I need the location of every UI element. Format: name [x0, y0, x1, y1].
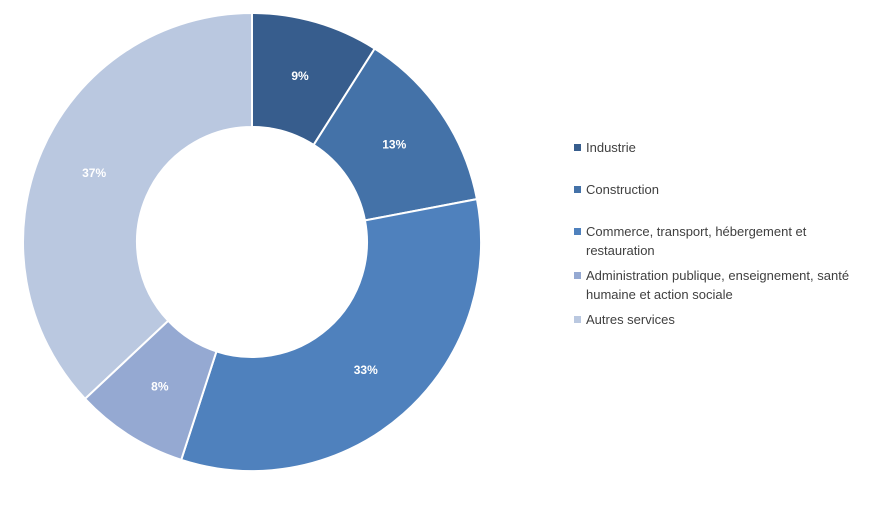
legend-label-industrie: Industrie: [586, 140, 636, 155]
legend-label-administration: Administration publique, enseignement, s…: [586, 268, 850, 302]
legend-label-commerce: Commerce, transport, hébergement et rest…: [586, 224, 807, 258]
data-label-autres-services: 37%: [82, 166, 106, 180]
legend-swatch-administration: [574, 272, 581, 279]
legend-label-construction: Construction: [586, 182, 659, 197]
slices-group: [22, 11, 482, 472]
data-label-industrie: 9%: [291, 69, 309, 83]
legend-item-autres-services: Autres services: [574, 310, 864, 329]
legend-swatch-construction: [574, 186, 581, 193]
data-labels-group: 9% 13% 33% 8% 37%: [82, 69, 406, 393]
legend-swatch-industrie: [574, 144, 581, 151]
legend-item-construction: Construction: [574, 180, 864, 222]
legend-swatch-commerce: [574, 228, 581, 235]
data-label-commerce: 33%: [354, 363, 378, 377]
data-label-construction: 13%: [382, 137, 406, 151]
slice-autres-services: [22, 11, 253, 401]
legend-item-administration: Administration publique, enseignement, s…: [574, 266, 864, 310]
data-label-administration: 8%: [151, 379, 169, 393]
legend-item-industrie: Industrie: [574, 138, 864, 180]
legend-swatch-autres-services: [574, 316, 581, 323]
legend: Industrie Construction Commerce, transpo…: [574, 138, 864, 329]
legend-item-commerce: Commerce, transport, hébergement et rest…: [574, 222, 864, 266]
slice-commerce: [179, 197, 482, 472]
legend-label-autres-services: Autres services: [586, 312, 675, 327]
